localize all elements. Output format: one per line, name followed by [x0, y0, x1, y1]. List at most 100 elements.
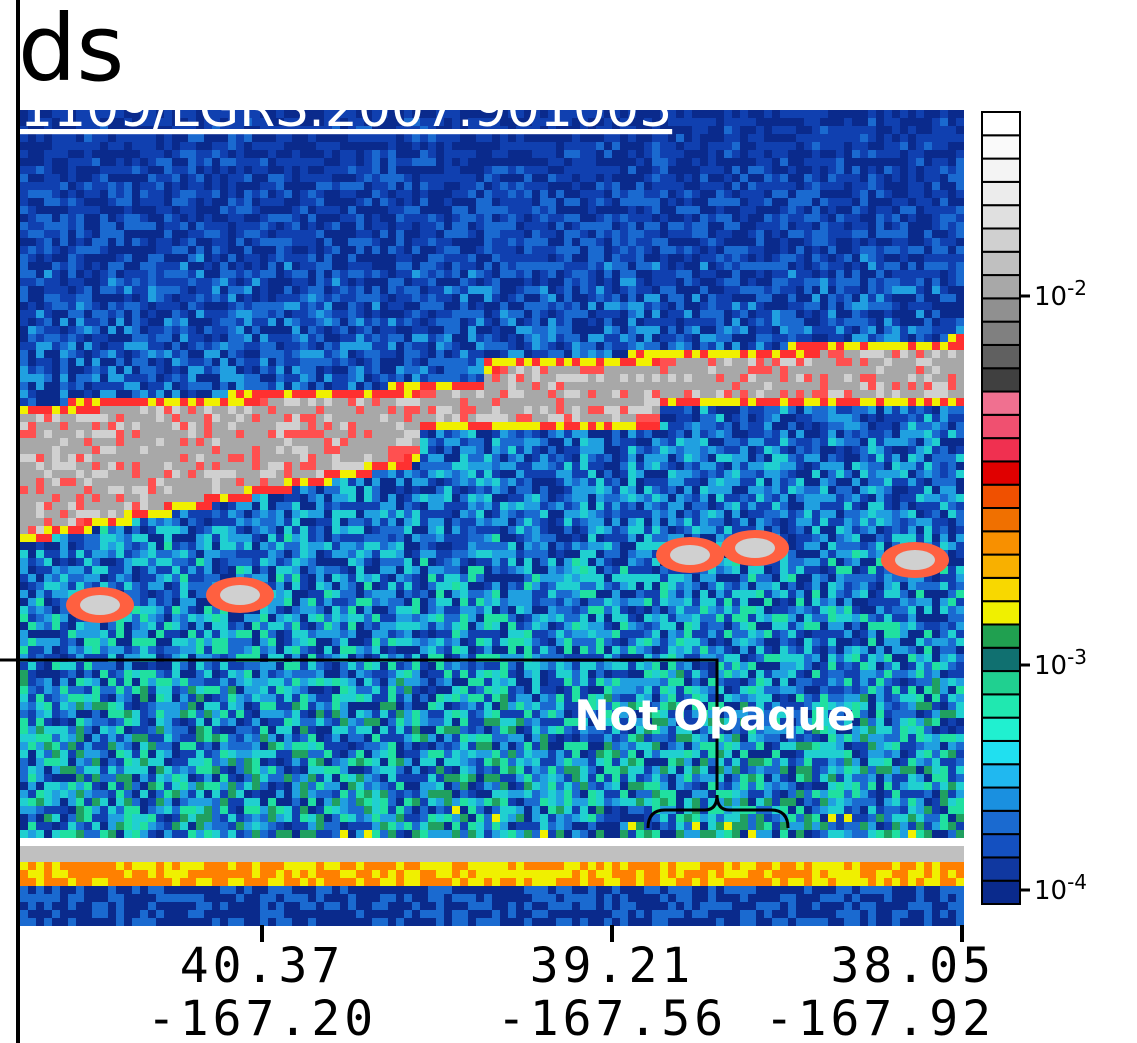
pixel: [52, 206, 60, 214]
pixel: [876, 374, 884, 382]
pixel: [948, 430, 956, 438]
pixel: [396, 214, 404, 222]
pixel: [372, 246, 380, 254]
pixel: [516, 142, 524, 150]
pixel: [604, 382, 612, 390]
pixel: [188, 302, 196, 310]
pixel: [556, 406, 564, 414]
pixel: [268, 390, 276, 398]
pixel: [924, 150, 932, 158]
pixel: [516, 182, 524, 190]
pixel: [236, 238, 244, 246]
pixel: [444, 166, 452, 174]
pixel: [260, 374, 268, 382]
pixel: [876, 246, 884, 254]
pixel: [132, 198, 140, 206]
pixel: [476, 278, 484, 286]
pixel: [260, 414, 268, 422]
pixel: [860, 118, 868, 126]
pixel: [748, 166, 756, 174]
pixel: [44, 334, 52, 342]
pixel: [876, 110, 884, 118]
pixel: [716, 166, 724, 174]
pixel: [332, 390, 340, 398]
pixel: [500, 310, 508, 318]
pixel: [84, 398, 92, 406]
pixel: [932, 126, 940, 134]
pixel: [244, 182, 252, 190]
pixel: [820, 326, 828, 334]
pixel: [772, 118, 780, 126]
pixel: [740, 110, 748, 118]
pixel: [884, 326, 892, 334]
pixel: [620, 302, 628, 310]
pixel: [540, 206, 548, 214]
pixel: [276, 414, 284, 422]
pixel: [796, 286, 804, 294]
pixel: [828, 110, 836, 118]
pixel: [332, 294, 340, 302]
pixel: [532, 326, 540, 334]
pixel: [580, 318, 588, 326]
pixel: [404, 350, 412, 358]
pixel: [852, 158, 860, 166]
pixel: [108, 406, 116, 414]
pixel: [124, 278, 132, 286]
pixel: [748, 390, 756, 398]
pixel: [388, 142, 396, 150]
pixel: [644, 318, 652, 326]
pixel: [700, 318, 708, 326]
pixel: [900, 302, 908, 310]
pixel: [20, 294, 28, 302]
pixel: [52, 342, 60, 350]
pixel: [276, 142, 284, 150]
pixel: [388, 358, 396, 366]
pixel: [396, 334, 404, 342]
pixel: [468, 438, 476, 446]
pixel: [956, 294, 964, 302]
pixel: [660, 398, 668, 406]
pixel: [660, 326, 668, 334]
pixel: [828, 414, 836, 422]
pixel: [788, 166, 796, 174]
pixel: [260, 150, 268, 158]
pixel: [852, 422, 860, 430]
pixel: [332, 278, 340, 286]
pixel: [100, 334, 108, 342]
pixel: [148, 382, 156, 390]
pixel: [836, 134, 844, 142]
pixel: [260, 310, 268, 318]
pixel: [292, 350, 300, 358]
pixel: [204, 438, 212, 446]
pixel: [420, 278, 428, 286]
pixel: [524, 158, 532, 166]
pixel: [132, 366, 140, 374]
pixel: [84, 342, 92, 350]
pixel: [748, 118, 756, 126]
pixel: [876, 430, 884, 438]
pixel: [364, 310, 372, 318]
pixel: [516, 390, 524, 398]
pixel: [268, 174, 276, 182]
pixel: [924, 286, 932, 294]
pixel: [580, 350, 588, 358]
pixel: [396, 366, 404, 374]
pixel: [804, 230, 812, 238]
pixel: [140, 270, 148, 278]
pixel: [412, 422, 420, 430]
pixel: [268, 414, 276, 422]
pixel: [172, 278, 180, 286]
pixel: [540, 350, 548, 358]
pixel: [828, 422, 836, 430]
pixel: [812, 238, 820, 246]
pixel: [748, 366, 756, 374]
pixel: [732, 222, 740, 230]
pixel: [660, 246, 668, 254]
pixel: [692, 158, 700, 166]
pixel: [60, 398, 68, 406]
pixel: [276, 174, 284, 182]
pixel: [844, 182, 852, 190]
pixel: [332, 142, 340, 150]
pixel: [196, 182, 204, 190]
pixel: [284, 374, 292, 382]
